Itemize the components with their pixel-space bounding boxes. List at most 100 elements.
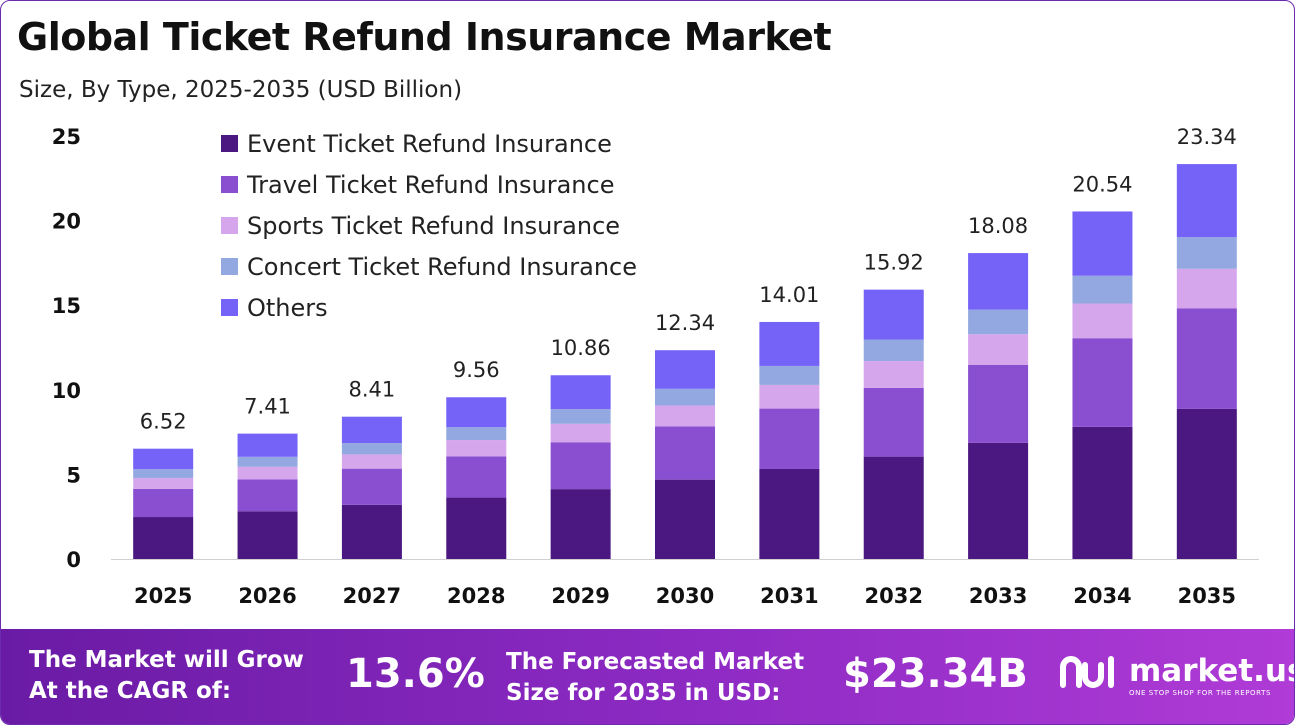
brand-logo: market.us ONE STOP SHOP FOR THE REPORTS	[1059, 651, 1294, 697]
legend-label: Others	[247, 293, 328, 322]
bar-segment	[863, 289, 924, 340]
x-tick-label: 2025	[134, 584, 192, 608]
bar-segment	[446, 456, 507, 498]
bar-segment	[968, 334, 1029, 365]
x-tick-label: 2027	[343, 584, 401, 608]
bar-segment	[550, 409, 611, 424]
y-tick-label: 25	[52, 125, 81, 149]
market-us-logo-icon	[1060, 656, 1114, 688]
bar-total-label: 15.92	[864, 251, 924, 275]
bar-segment	[1176, 268, 1237, 309]
bar-segment	[341, 443, 402, 455]
legend-item: Concert Ticket Refund Insurance	[221, 246, 637, 287]
x-tick-label: 2026	[238, 584, 296, 608]
legend-swatch	[221, 176, 238, 193]
bar-segment	[863, 387, 924, 457]
bar-segment	[446, 440, 507, 457]
bar-segment	[133, 469, 194, 478]
bar-segment	[1176, 237, 1237, 269]
bar-segment	[863, 361, 924, 388]
chart-subtitle: Size, By Type, 2025-2035 (USD Billion)	[19, 77, 463, 103]
legend-swatch	[221, 135, 238, 152]
bar-segment	[237, 433, 298, 457]
bar-segment	[237, 511, 298, 559]
cagr-label-line2: At the CAGR of:	[29, 678, 232, 704]
legend-label: Travel Ticket Refund Insurance	[247, 170, 615, 199]
forecast-label-line2: Size for 2035 in USD:	[506, 680, 781, 706]
bar-segment	[655, 350, 715, 389]
bar-segment	[237, 456, 298, 467]
bar-total-label: 20.54	[1072, 172, 1132, 196]
bar-segment	[759, 384, 820, 409]
footer-banner: The Market will Grow At the CAGR of: 13.…	[1, 629, 1294, 724]
y-tick-label: 0	[66, 548, 81, 572]
bar-segment	[1072, 275, 1133, 304]
legend-swatch	[221, 258, 238, 275]
forecast-value: $23.34B	[843, 651, 1028, 697]
bar-segment	[1176, 408, 1237, 559]
bar-segment	[1176, 308, 1237, 409]
legend-item: Sports Ticket Refund Insurance	[221, 205, 637, 246]
legend-label: Sports Ticket Refund Insurance	[247, 211, 621, 240]
legend-label: Concert Ticket Refund Insurance	[247, 252, 637, 281]
bar-total-label: 18.08	[968, 214, 1028, 238]
bar-segment	[1072, 211, 1133, 276]
bar-segment	[655, 388, 715, 406]
y-tick-label: 10	[52, 379, 81, 403]
legend-swatch	[221, 299, 238, 316]
x-tick-label: 2032	[865, 584, 923, 608]
chart-title: Global Ticket Refund Insurance Market	[17, 15, 832, 59]
bar-segment	[863, 339, 924, 362]
x-tick-label: 2035	[1178, 584, 1236, 608]
bar-segment	[341, 468, 402, 505]
bar-segment	[655, 405, 715, 427]
chart-legend: Event Ticket Refund Insurance Travel Tick…	[221, 123, 637, 328]
bar-total-label: 7.41	[244, 395, 291, 419]
legend-swatch	[221, 217, 238, 234]
x-tick-label: 2033	[969, 584, 1027, 608]
bar-segment	[341, 454, 402, 469]
bar-segment	[133, 517, 194, 559]
bar-segment	[237, 479, 298, 512]
bar-segment	[341, 504, 402, 559]
bar-segment	[446, 397, 507, 428]
bar-segment	[446, 497, 507, 559]
bar-segment	[759, 468, 820, 559]
y-tick-label: 5	[66, 463, 81, 487]
x-tick-label: 2034	[1073, 584, 1131, 608]
bar-segment	[655, 426, 715, 480]
forecast-label-line1: The Forecasted Market	[506, 649, 805, 675]
bar-segment	[759, 408, 820, 469]
bar-total-label: 14.01	[759, 283, 819, 307]
cagr-label: The Market will Grow At the CAGR of:	[29, 645, 304, 707]
bar-segment	[550, 375, 611, 410]
bar-total-label: 10.86	[551, 336, 611, 360]
bar-segment	[133, 488, 194, 518]
bar-segment	[759, 365, 820, 385]
bar-segment	[133, 448, 194, 470]
x-tick-label: 2030	[656, 584, 714, 608]
bar-segment	[550, 442, 611, 490]
forecast-label: The Forecasted Market Size for 2035 in U…	[506, 647, 804, 709]
legend-item: Others	[221, 287, 637, 328]
y-tick-label: 20	[52, 210, 81, 234]
bar-total-label: 8.41	[349, 378, 396, 402]
x-tick-label: 2028	[447, 584, 505, 608]
cagr-value: 13.6%	[346, 651, 485, 697]
bar-segment	[1072, 303, 1133, 339]
brand-tagline: ONE STOP SHOP FOR THE REPORTS	[1129, 689, 1272, 697]
bar-segment	[863, 456, 924, 559]
bar-segment	[759, 321, 820, 366]
x-tick-label: 2031	[760, 584, 818, 608]
bar-total-label: 9.56	[453, 358, 500, 382]
legend-item: Travel Ticket Refund Insurance	[221, 164, 637, 205]
bar-total-label: 12.34	[655, 311, 715, 335]
bar-segment	[550, 423, 611, 443]
bar-segment	[550, 489, 611, 559]
bar-segment	[341, 416, 402, 444]
cagr-label-line1: The Market will Grow	[29, 647, 304, 673]
bar-segment	[655, 479, 715, 559]
bar-segment	[968, 309, 1029, 335]
x-tick-label: 2029	[551, 584, 609, 608]
